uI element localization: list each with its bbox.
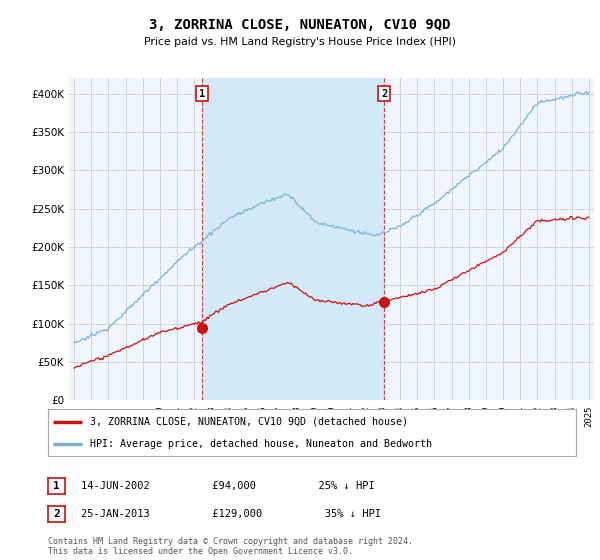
Text: Price paid vs. HM Land Registry's House Price Index (HPI): Price paid vs. HM Land Registry's House … xyxy=(144,37,456,47)
Text: 3, ZORRINA CLOSE, NUNEATON, CV10 9QD (detached house): 3, ZORRINA CLOSE, NUNEATON, CV10 9QD (de… xyxy=(90,417,408,427)
Text: 1: 1 xyxy=(199,88,205,99)
Text: 1: 1 xyxy=(53,481,60,491)
Text: HPI: Average price, detached house, Nuneaton and Bedworth: HPI: Average price, detached house, Nune… xyxy=(90,438,432,449)
Text: 14-JUN-2002          £94,000          25% ↓ HPI: 14-JUN-2002 £94,000 25% ↓ HPI xyxy=(81,481,375,491)
Text: 25-JAN-2013          £129,000          35% ↓ HPI: 25-JAN-2013 £129,000 35% ↓ HPI xyxy=(81,509,381,519)
Text: Contains HM Land Registry data © Crown copyright and database right 2024.: Contains HM Land Registry data © Crown c… xyxy=(48,537,413,546)
Text: 2: 2 xyxy=(381,88,387,99)
Text: 3, ZORRINA CLOSE, NUNEATON, CV10 9QD: 3, ZORRINA CLOSE, NUNEATON, CV10 9QD xyxy=(149,18,451,32)
Text: 2: 2 xyxy=(53,509,60,519)
Bar xyxy=(202,78,384,400)
Text: This data is licensed under the Open Government Licence v3.0.: This data is licensed under the Open Gov… xyxy=(48,547,353,556)
